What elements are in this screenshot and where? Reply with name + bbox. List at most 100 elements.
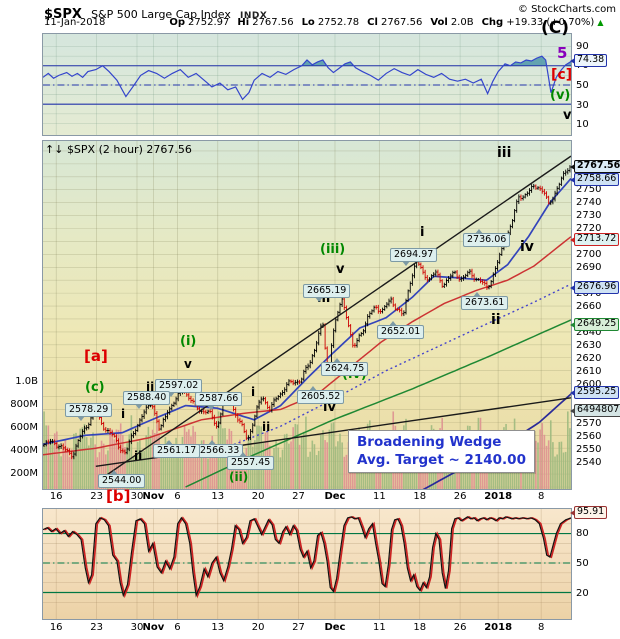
x-axis-label-bottom: 23 (90, 622, 103, 633)
tooltip-pointer-icon (475, 229, 483, 234)
volume-tick: 200M (10, 468, 38, 479)
quote-field-value: 2767.56 (252, 17, 294, 28)
x-axis-label: 8 (537, 491, 545, 502)
tooltip-pointer-icon (389, 321, 397, 326)
wave-label-b: [b] (106, 487, 131, 505)
wave-label-C: (C) (541, 18, 570, 38)
quote-field-value: 2752.78 (317, 17, 360, 28)
x-axis-label: 13 (211, 491, 225, 502)
stoch-panel (42, 508, 572, 620)
x-axis-label-bottom: Dec (324, 622, 346, 633)
x-axis-label-bottom: 6 (174, 622, 181, 633)
quote-field-value: +19.33 (+0.70%) (506, 17, 595, 28)
price-callout: 74.38 (570, 54, 608, 67)
price-tick: 2750 (576, 184, 602, 195)
wave-label-v: v (184, 357, 192, 371)
quote-field-value: 2.0B (450, 17, 474, 28)
price-tick: 2660 (576, 301, 602, 312)
stoch-tick: 20 (576, 588, 589, 599)
callout-arrow-icon (570, 509, 575, 516)
price-callout: 2758.66 (570, 173, 620, 186)
tooltip-pointer-icon (315, 297, 323, 302)
tooltip-pointer-icon (135, 404, 143, 409)
pivot-tooltip: 2578.29 (65, 403, 113, 421)
rsi-panel (42, 33, 572, 136)
price-tick: 2720 (576, 223, 602, 234)
tooltip-pointer-icon (309, 386, 317, 391)
pivot-tooltip: 2673.61 (461, 292, 509, 310)
quote-field-label: Lo (301, 17, 315, 28)
tooltip-pointer-icon (402, 261, 410, 266)
price-tick: 2610 (576, 366, 602, 377)
quote-field-value: 2767.56 (380, 17, 423, 28)
wave-label-iii: (iii) (320, 242, 346, 257)
rsi-tick: 30 (576, 99, 589, 111)
callout-arrow-icon (570, 163, 575, 170)
wave-label-iii: iii (497, 145, 512, 161)
tooltip-pointer-icon (333, 358, 341, 363)
x-axis-label: 20 (251, 491, 265, 502)
tooltip-pointer-icon (208, 440, 216, 445)
tooltip-pointer-icon (239, 452, 247, 457)
up-arrow-icon: ▲ (597, 18, 604, 27)
callout-arrow-icon (570, 321, 575, 328)
callout-arrow-icon (570, 284, 575, 291)
price-callout: 2676.96 (570, 281, 620, 294)
annotation-line2: Avg. Target ~ 2140.00 (357, 452, 526, 469)
price-callout: 2595.25 (570, 386, 620, 399)
wedge-upper (100, 155, 571, 480)
x-axis-label-bottom: 11 (372, 622, 386, 633)
rsi-chart (43, 34, 571, 135)
quote-field-value: 2752.97 (188, 17, 230, 28)
wave-label-a: [a] (84, 347, 108, 365)
x-axis-label-bottom: 26 (453, 622, 467, 633)
tooltip-pointer-icon (110, 470, 118, 475)
wave-label-iv: iv (323, 400, 336, 415)
pivot-tooltip: 2597.02 (155, 379, 203, 397)
wave-label-c: [c] (551, 67, 573, 83)
pivot-tooltip: 2557.45 (227, 452, 275, 470)
candlesticks (43, 165, 571, 460)
callout-arrow-icon (570, 407, 575, 414)
quote-field-label: Hi (237, 17, 250, 28)
annotation-line1: Broadening Wedge (357, 434, 502, 450)
x-axis-label: 27 (292, 491, 305, 502)
wave-label-iv: iv (520, 239, 534, 255)
price-tick: 2540 (576, 457, 602, 468)
price-tick: 2620 (576, 353, 602, 364)
quote-field-label: Vol (430, 17, 448, 28)
x-axis-label-bottom: 30 (130, 622, 144, 633)
price-tick: 2550 (576, 444, 602, 455)
wave-label-v: (v) (550, 88, 571, 103)
x-axis-label-bottom: Nov (142, 622, 165, 633)
stoch-k-line (43, 516, 571, 598)
x-axis-label: 23 (90, 491, 103, 502)
price-callout: 95.91 (570, 506, 608, 519)
chart-title-text: $SPX (2 hour) 2767.56 (66, 143, 192, 156)
price-tick: 2560 (576, 431, 602, 442)
copyright: © StockCharts.com (517, 4, 616, 15)
price-tick: 2600 (576, 379, 602, 390)
tooltip-pointer-icon (77, 416, 85, 421)
x-axis-label: 6 (174, 491, 181, 502)
x-axis-label: 16 (49, 491, 63, 502)
updown-arrows-icon: ↑↓ (45, 143, 64, 156)
pivot-tooltip: 2561.17 (153, 440, 201, 458)
callout-arrow-icon (570, 389, 575, 396)
x-axis-label: 2018 (484, 491, 513, 502)
stoch-grid (43, 509, 571, 619)
pivot-tooltip: 2665.19 (303, 284, 351, 302)
wave-label-v: v (563, 108, 572, 123)
quote-date: 11-Jan-2018 (44, 17, 106, 28)
wave-label-i: i (251, 385, 256, 399)
exchange-label: INDX (239, 11, 268, 21)
rsi-tick: 10 (576, 119, 589, 131)
price-tick: 2730 (576, 210, 602, 221)
price-tick: 2630 (576, 340, 602, 351)
x-axis-label: 30 (130, 491, 144, 502)
volume-tick: 400M (10, 445, 38, 456)
price-tick: 2690 (576, 262, 602, 273)
pivot-tooltip: 2587.66 (195, 392, 243, 410)
price-callout: 6494807 (570, 404, 620, 417)
